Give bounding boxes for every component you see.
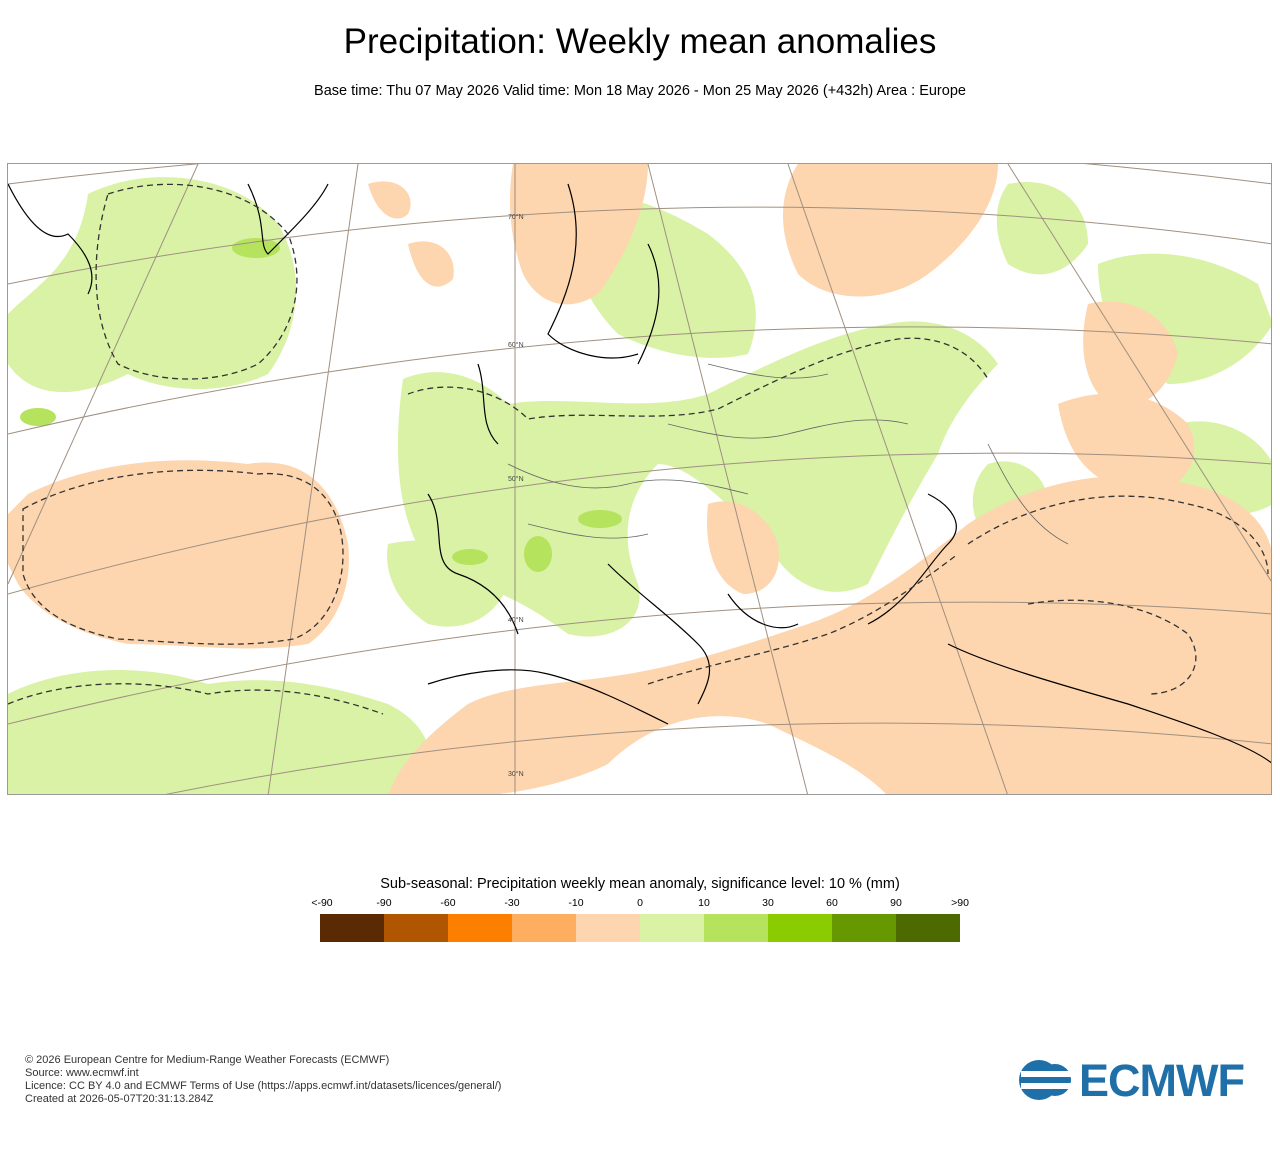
lat-label-30n: 30°N bbox=[508, 770, 524, 778]
legend-swatch-5 bbox=[640, 914, 704, 942]
ecmwf-logo-icon bbox=[1019, 1060, 1077, 1100]
ecmwf-logo: ECMWF bbox=[1017, 1055, 1257, 1106]
legend-tick: 10 bbox=[698, 897, 710, 909]
lat-label-60n: 60°N bbox=[508, 341, 524, 349]
legend-tick: -60 bbox=[440, 897, 456, 909]
europe-map: 70°N 60°N 50°N 40°N 30°N bbox=[7, 163, 1272, 795]
legend-tick: -90 bbox=[376, 897, 392, 909]
chart-title: Precipitation: Weekly mean anomalies bbox=[343, 22, 937, 61]
footer-copyright: © 2026 European Centre for Medium-Range … bbox=[25, 1054, 390, 1066]
legend-tick: 30 bbox=[762, 897, 774, 909]
legend-title: Sub-seasonal: Precipitation weekly mean … bbox=[380, 876, 900, 892]
legend-colorbar bbox=[320, 914, 960, 942]
legend-swatch-2 bbox=[448, 914, 512, 942]
lat-label-50n: 50°N bbox=[508, 475, 524, 483]
legend-swatch-1 bbox=[384, 914, 448, 942]
legend-swatch-7 bbox=[768, 914, 832, 942]
footer: © 2026 European Centre for Medium-Range … bbox=[25, 1054, 501, 1106]
footer-source: Source: www.ecmwf.int bbox=[25, 1067, 139, 1079]
legend-swatch-0 bbox=[320, 914, 384, 942]
legend-tick: -30 bbox=[504, 897, 520, 909]
dry-anomaly-regions bbox=[8, 164, 1271, 794]
footer-licence: Licence: CC BY 4.0 and ECMWF Terms of Us… bbox=[25, 1080, 502, 1092]
footer-created: Created at 2026-05-07T20:31:13.284Z bbox=[25, 1093, 214, 1105]
legend-swatch-4 bbox=[576, 914, 640, 942]
legend-tick: >90 bbox=[951, 897, 969, 909]
lat-label-40n: 40°N bbox=[508, 616, 524, 624]
lat-label-70n: 70°N bbox=[508, 213, 524, 221]
coastlines bbox=[8, 183, 1271, 764]
legend-ticks: <-90 -90 -60 -30 -10 0 10 30 60 90 >90 bbox=[304, 897, 976, 911]
significance-contours bbox=[8, 183, 1269, 715]
legend-swatch-8 bbox=[832, 914, 896, 942]
ecmwf-logo-text: ECMWF bbox=[1079, 1055, 1245, 1106]
country-borders bbox=[507, 363, 1069, 545]
graticule bbox=[8, 164, 1271, 794]
legend-swatch-6 bbox=[704, 914, 768, 942]
legend-tick: 90 bbox=[890, 897, 902, 909]
chart-subtitle: Base time: Thu 07 May 2026 Valid time: M… bbox=[314, 83, 966, 99]
legend-tick: -10 bbox=[568, 897, 584, 909]
latitude-labels: 70°N 60°N 50°N 40°N 30°N bbox=[508, 213, 524, 778]
legend-tick: 60 bbox=[826, 897, 838, 909]
legend-swatch-9 bbox=[896, 914, 960, 942]
legend-tick: <-90 bbox=[311, 897, 333, 909]
legend-tick: 0 bbox=[637, 897, 643, 909]
legend-swatch-3 bbox=[512, 914, 576, 942]
